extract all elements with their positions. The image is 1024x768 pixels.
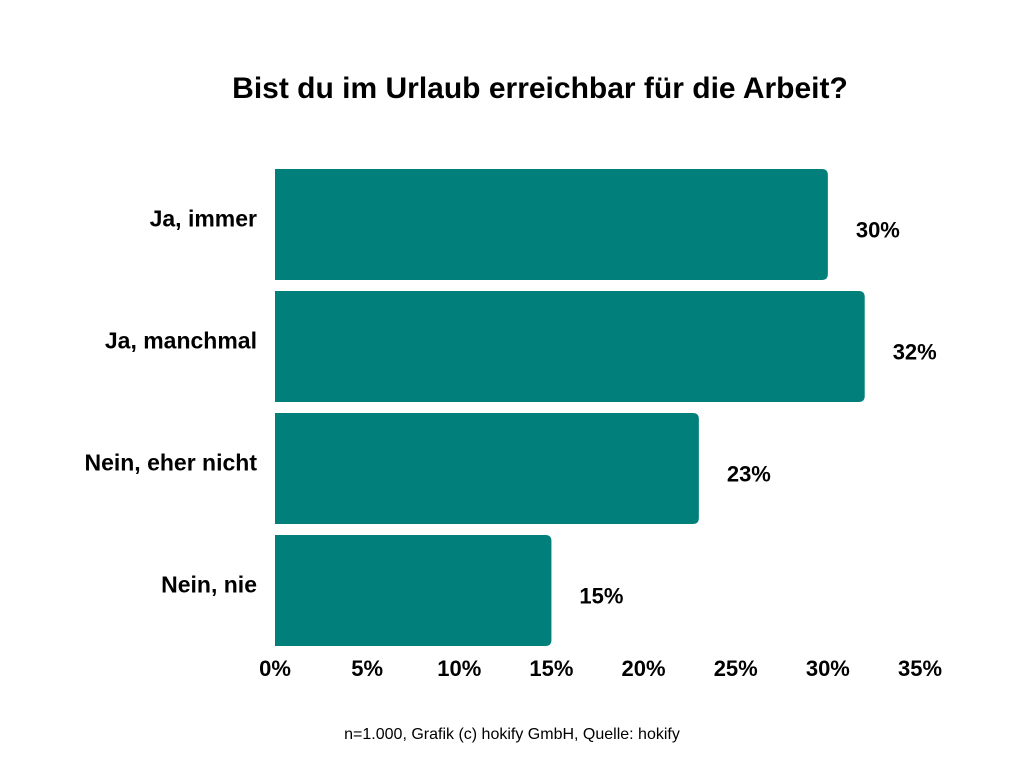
x-tick-label: 30% bbox=[806, 656, 850, 681]
category-label-ja-manchmal: Ja, manchmal bbox=[105, 328, 257, 354]
value-label-nein-nie: 15% bbox=[579, 583, 623, 608]
x-tick-label: 0% bbox=[259, 656, 291, 681]
x-axis-ticks: 0% 5% 10% 15% 20% 25% 30% 35% bbox=[259, 656, 942, 681]
value-label-ja-manchmal: 32% bbox=[893, 339, 937, 364]
category-labels: Ja, immer Ja, manchmal Nein, eher nicht Nei… bbox=[84, 206, 257, 598]
x-tick-label: 5% bbox=[351, 656, 383, 681]
bars-layer bbox=[275, 169, 865, 646]
bar-nein-eher-nicht bbox=[275, 413, 699, 524]
x-tick-label: 25% bbox=[714, 656, 758, 681]
chart-footnote: n=1.000, Grafik (c) hokify GmbH, Quelle:… bbox=[344, 726, 680, 743]
bar-nein-nie bbox=[275, 535, 552, 646]
x-tick-label: 10% bbox=[437, 656, 481, 681]
x-tick-label: 15% bbox=[529, 656, 573, 681]
x-tick-label: 20% bbox=[622, 656, 666, 681]
category-label-nein-nie: Nein, nie bbox=[161, 572, 257, 598]
category-label-ja-immer: Ja, immer bbox=[150, 206, 257, 232]
value-label-ja-immer: 30% bbox=[856, 217, 900, 242]
chart-title: Bist du im Urlaub erreichbar für die Arb… bbox=[232, 72, 848, 105]
bar-ja-manchmal bbox=[275, 291, 865, 402]
value-label-nein-eher-nicht: 23% bbox=[727, 461, 771, 486]
x-tick-label: 35% bbox=[898, 656, 942, 681]
bar-ja-immer bbox=[275, 169, 828, 280]
category-label-nein-eher-nicht: Nein, eher nicht bbox=[84, 450, 257, 476]
value-labels: 30% 32% 23% 15% bbox=[579, 217, 936, 608]
